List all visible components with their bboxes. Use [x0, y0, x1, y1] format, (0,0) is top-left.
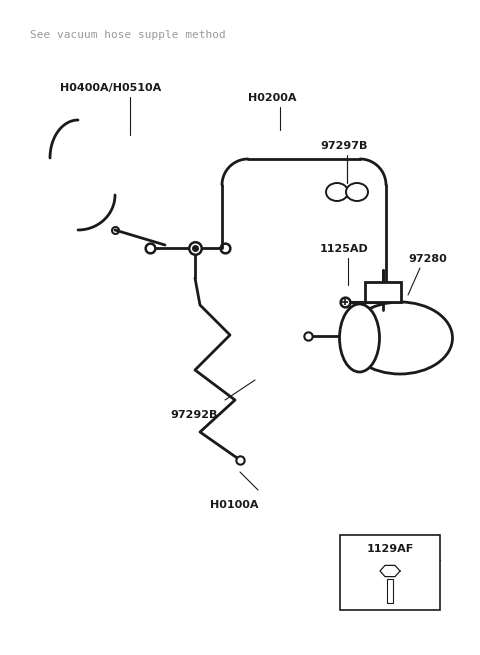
Text: H0400A/H0510A: H0400A/H0510A	[60, 83, 161, 93]
Text: 1125AD: 1125AD	[320, 244, 369, 254]
Text: H0100A: H0100A	[210, 500, 259, 510]
Ellipse shape	[346, 183, 368, 201]
Text: 1129AF: 1129AF	[366, 544, 414, 554]
Bar	[340, 535, 440, 610]
Ellipse shape	[348, 302, 453, 374]
Ellipse shape	[326, 183, 348, 201]
Bar	[387, 579, 393, 603]
Text: See vacuum hose supple method: See vacuum hose supple method	[30, 30, 226, 40]
Ellipse shape	[339, 304, 380, 372]
Text: 97297B: 97297B	[320, 141, 367, 151]
Polygon shape	[380, 565, 400, 576]
Text: 97280: 97280	[408, 254, 447, 264]
Text: H0200A: H0200A	[248, 93, 297, 103]
Text: 97292B: 97292B	[170, 410, 217, 420]
FancyBboxPatch shape	[364, 282, 400, 302]
